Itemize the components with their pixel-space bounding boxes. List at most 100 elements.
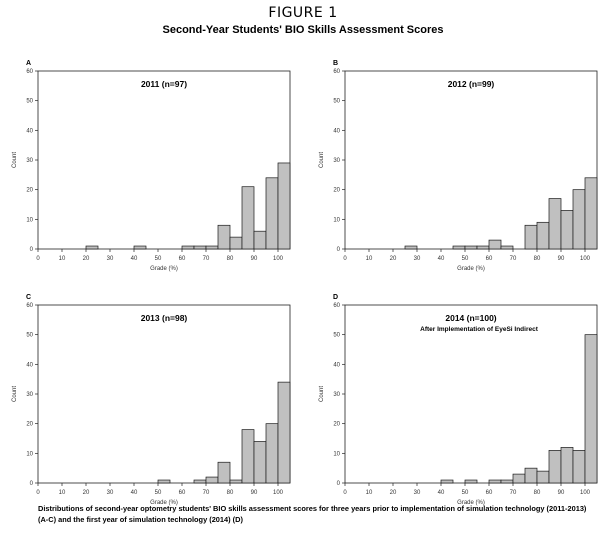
x-tick-label: 30 xyxy=(107,256,114,262)
y-tick-label: 50 xyxy=(26,99,33,105)
panel-letter: C xyxy=(26,294,31,301)
histogram-bar xyxy=(452,245,466,250)
y-tick-label: 50 xyxy=(333,333,340,339)
histogram-bar xyxy=(133,245,147,250)
y-tick-label: 60 xyxy=(26,303,33,309)
y-tick-label: 60 xyxy=(333,303,340,309)
x-tick-label: 80 xyxy=(227,490,234,496)
x-tick-label: 70 xyxy=(203,256,210,262)
x-tick-label: 70 xyxy=(510,490,517,496)
x-tick-label: 90 xyxy=(251,490,258,496)
histogram-bar xyxy=(500,245,514,250)
histogram-bar xyxy=(584,177,598,250)
x-tick-label: 40 xyxy=(438,256,445,262)
y-tick-label: 10 xyxy=(26,451,33,457)
x-tick-label: 20 xyxy=(83,490,90,496)
figure-caption: Distributions of second-year optometry s… xyxy=(38,504,587,524)
x-tick-label: 60 xyxy=(179,490,186,496)
x-tick-label: 100 xyxy=(580,490,591,496)
y-axis-title: Count xyxy=(12,386,18,402)
histogram-bar xyxy=(584,334,598,484)
histogram-bar xyxy=(277,381,291,484)
y-tick-label: 40 xyxy=(26,362,33,368)
histogram-bar xyxy=(265,423,279,484)
x-tick-label: 100 xyxy=(273,256,284,262)
y-tick-label: 20 xyxy=(26,422,33,428)
y-tick-label: 40 xyxy=(26,128,33,134)
y-tick-label: 30 xyxy=(26,392,33,398)
x-tick-label: 70 xyxy=(203,490,210,496)
x-tick-label: 90 xyxy=(251,256,258,262)
x-tick-label: 0 xyxy=(343,490,347,496)
x-tick-label: 60 xyxy=(179,256,186,262)
x-tick-label: 10 xyxy=(59,256,66,262)
y-tick-label: 20 xyxy=(333,422,340,428)
y-tick-label: 20 xyxy=(333,188,340,194)
y-tick-label: 0 xyxy=(30,247,34,253)
histogram-bar xyxy=(524,224,538,250)
figure-title: FIGURE 1 xyxy=(268,5,338,21)
x-tick-label: 0 xyxy=(36,490,40,496)
histogram-bar xyxy=(560,210,574,250)
x-tick-label: 30 xyxy=(107,490,114,496)
x-tick-label: 100 xyxy=(580,256,591,262)
x-tick-label: 40 xyxy=(131,256,138,262)
y-axis-title: Count xyxy=(319,152,325,168)
histogram-bar xyxy=(536,470,550,484)
x-tick-label: 40 xyxy=(131,490,138,496)
y-tick-label: 40 xyxy=(333,362,340,368)
y-tick-label: 40 xyxy=(333,128,340,134)
y-tick-label: 30 xyxy=(26,158,33,164)
histogram-bar xyxy=(205,476,219,484)
histogram-bar xyxy=(241,429,255,484)
x-tick-label: 10 xyxy=(366,256,373,262)
chart-panel-b: B 0 10 20 30 40 50 60 0 10 20 30 40 50 60 70 80 90 100 Grad… xyxy=(319,60,598,272)
histogram-bar xyxy=(560,447,574,484)
x-tick-label: 90 xyxy=(558,256,565,262)
chart-panel-d: D 0 10 20 30 40 50 60 0 10 20 30 40 50 60 70 80 90 100 Grad… xyxy=(319,294,598,506)
x-tick-label: 50 xyxy=(155,490,162,496)
panel-title: 2013 (n=98) xyxy=(141,313,188,323)
panel-title: 2011 (n=97) xyxy=(141,79,187,89)
histogram-bar xyxy=(241,186,255,250)
histogram-bar xyxy=(440,479,454,484)
x-tick-label: 80 xyxy=(534,256,541,262)
histogram-bar xyxy=(157,479,171,484)
histogram-bar xyxy=(253,230,267,250)
x-tick-label: 50 xyxy=(462,256,469,262)
x-tick-label: 40 xyxy=(438,490,445,496)
x-tick-label: 50 xyxy=(155,256,162,262)
histogram-bar xyxy=(536,221,550,250)
histogram-bar xyxy=(193,245,207,250)
y-tick-label: 20 xyxy=(26,188,33,194)
histogram-bar xyxy=(217,224,231,250)
histogram-bar xyxy=(85,245,99,250)
x-tick-label: 30 xyxy=(414,256,421,262)
histogram-bar xyxy=(229,236,243,250)
histogram-bar xyxy=(572,189,586,250)
x-tick-label: 80 xyxy=(534,490,541,496)
histogram-bar xyxy=(181,245,195,250)
x-tick-label: 0 xyxy=(343,256,347,262)
histogram-bar xyxy=(265,177,279,250)
y-tick-label: 10 xyxy=(333,451,340,457)
histogram-bar xyxy=(488,239,502,250)
histogram-bar xyxy=(193,479,207,484)
x-tick-label: 70 xyxy=(510,256,517,262)
y-tick-label: 30 xyxy=(333,158,340,164)
y-tick-label: 60 xyxy=(333,69,340,75)
x-tick-label: 0 xyxy=(36,256,40,262)
x-tick-label: 10 xyxy=(59,490,66,496)
panel-title: 2014 (n=100) xyxy=(445,313,496,323)
histogram-bar xyxy=(217,461,231,484)
x-tick-label: 20 xyxy=(83,256,90,262)
histogram-bar xyxy=(572,450,586,484)
x-tick-label: 100 xyxy=(273,490,284,496)
panel-subtitle: After Implementation of EyeSi Indirect xyxy=(420,326,539,333)
histogram-bar xyxy=(464,245,478,250)
x-tick-label: 60 xyxy=(486,490,493,496)
chart-panel-c: C 0 10 20 30 40 50 60 0 10 20 30 40 50 60 70 80 90 100 Grad… xyxy=(12,294,291,506)
histogram-bar xyxy=(500,479,514,484)
histogram-bar xyxy=(476,245,490,250)
x-axis-title: Grade (%) xyxy=(150,500,178,506)
